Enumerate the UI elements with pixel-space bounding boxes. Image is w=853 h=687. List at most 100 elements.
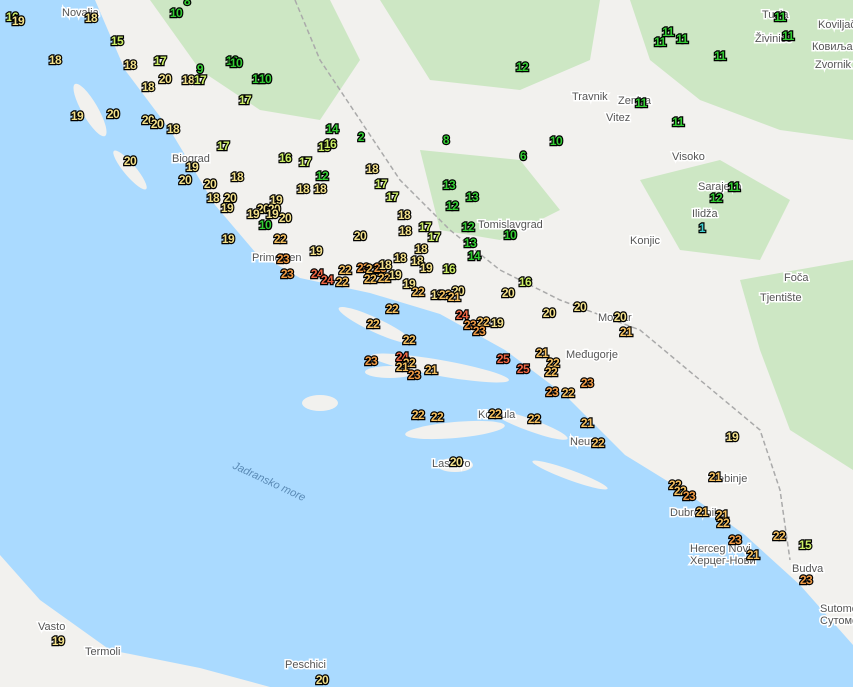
temperature: 8 — [184, 0, 191, 8]
temperature: 21 — [581, 416, 594, 430]
temperature: 20 — [179, 173, 192, 187]
temperature: 24 — [396, 350, 409, 364]
temperature: 18 — [415, 242, 428, 256]
temperature: 18 — [207, 191, 220, 205]
temperature: 11 — [782, 29, 795, 43]
temperature: 15 — [799, 538, 812, 552]
temperature: 16 — [6, 10, 19, 24]
temperature: 19 — [186, 160, 199, 174]
place-label: Koviljača — [818, 19, 853, 31]
temperature: 21 — [696, 505, 709, 519]
temperature: 10 — [259, 72, 272, 86]
temperature: 16 — [279, 151, 292, 165]
temperature: 22 — [431, 410, 444, 424]
temperature: 22 — [477, 315, 490, 329]
place-label: Živinice — [755, 32, 792, 45]
temperature: 21 — [448, 290, 461, 304]
temperature: 19 — [310, 244, 323, 258]
temperature: 23 — [729, 533, 742, 547]
temperature: 17 — [194, 73, 207, 87]
temperature: 23 — [546, 385, 559, 399]
temperature: 19 — [403, 277, 416, 291]
temperature: 19 — [431, 288, 444, 302]
temperature: 19 — [726, 430, 739, 444]
temperature: 19 — [389, 268, 402, 282]
border — [294, 0, 791, 561]
temperature: 18 — [398, 208, 411, 222]
temperature: 20 — [124, 154, 137, 168]
temperature: 18 — [366, 162, 379, 176]
temperature: 11 — [662, 25, 675, 39]
temperature: 22 — [773, 529, 786, 543]
temperature: 19 — [491, 316, 504, 330]
place-label: Trebinje — [708, 473, 747, 485]
temperature: 17 — [217, 139, 230, 153]
temperature: 21 — [366, 262, 379, 276]
temperature: 22 — [339, 263, 352, 277]
place-label: Zvornik — [815, 59, 852, 71]
temperature: 23 — [464, 318, 477, 332]
temperature: 14 — [468, 249, 481, 263]
temperature: 22 — [439, 288, 452, 302]
temperature: 17 — [239, 93, 252, 107]
temperature: 22 — [403, 356, 416, 370]
temperature: 22 — [562, 386, 575, 400]
temperature: 19 — [52, 634, 65, 648]
temperature: 22 — [403, 333, 416, 347]
temperature: 18 — [379, 258, 392, 272]
temperature: 17 — [386, 190, 399, 204]
temperature: 19 — [247, 207, 260, 221]
temperature: 20 — [107, 107, 120, 121]
place-label: Ilidža — [692, 208, 719, 220]
temperature: 23 — [581, 376, 594, 390]
temperature: 18 — [124, 58, 137, 72]
temperature: 20 — [268, 202, 281, 216]
temperature: 23 — [683, 489, 696, 503]
place-label: Međugorje — [566, 349, 618, 361]
temperature: 20 — [502, 286, 515, 300]
temperature: 24 — [456, 308, 469, 322]
temperature: 12 — [516, 60, 529, 74]
place-label: Visoko — [672, 151, 705, 163]
temperature: 11 — [676, 32, 689, 46]
temperature: 17 — [299, 155, 312, 169]
temperature: 22 — [274, 232, 287, 246]
temperature: 23 — [374, 261, 387, 275]
place-label: Херцег-Нови — [690, 555, 756, 567]
place-label: Novalja — [62, 7, 100, 19]
temperature: 25 — [517, 362, 530, 376]
temperature: 20 — [257, 202, 270, 216]
temperature: 12 — [446, 199, 459, 213]
place-label: Tjentište — [760, 292, 802, 304]
temperature: 20 — [279, 211, 292, 225]
place-label: Termoli — [85, 646, 120, 658]
temperature: 19 — [266, 207, 279, 221]
temperature: 11 — [714, 49, 727, 63]
temperature: 10 — [504, 228, 517, 242]
temperature: 18 — [182, 73, 195, 87]
temperature: 17 — [428, 230, 441, 244]
temperature: 13 — [464, 236, 477, 250]
temperature: 24 — [311, 267, 324, 281]
place-label: Konjic — [630, 235, 660, 247]
temperature: 22 — [367, 317, 380, 331]
temperature: 16 — [519, 275, 532, 289]
temperature: 18 — [297, 182, 310, 196]
place-label: Peschici — [285, 659, 326, 671]
temperature: 15 — [318, 140, 331, 154]
temperature: 11 — [252, 72, 265, 86]
temperature: 19 — [420, 261, 433, 275]
temperature: 20 — [543, 306, 556, 320]
islands — [73, 83, 608, 490]
place-label: Ковиљача — [812, 41, 853, 53]
temperature: 18 — [231, 170, 244, 184]
temperature: 10 — [259, 218, 272, 232]
temperature: 22 — [545, 365, 558, 379]
temperature: 10 — [170, 6, 183, 20]
place-label: Budva — [792, 563, 824, 575]
temperature: 12 — [316, 169, 329, 183]
temperature: 6 — [520, 149, 527, 163]
place-label: Sarajevo — [698, 181, 741, 193]
temperature: 21 — [396, 360, 409, 374]
temperature: 20 — [450, 455, 463, 469]
